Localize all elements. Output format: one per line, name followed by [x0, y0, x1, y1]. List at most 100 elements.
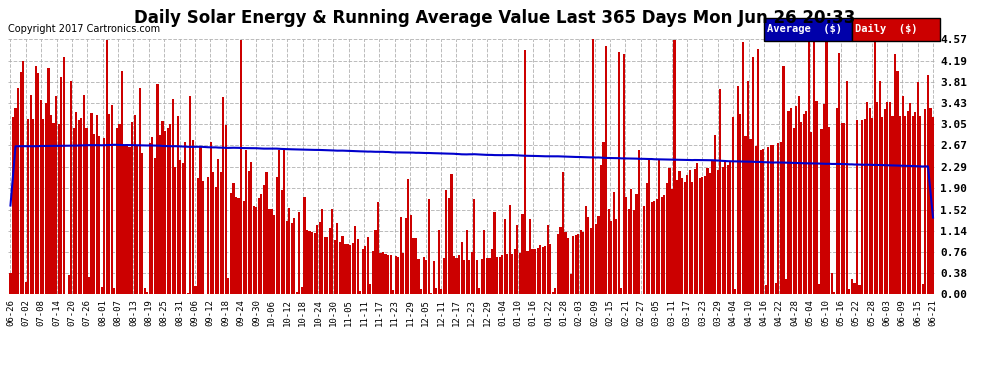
Bar: [930, 108, 932, 294]
Bar: [202, 181, 204, 294]
Bar: [436, 288, 438, 294]
Bar: [506, 254, 508, 294]
Bar: [907, 111, 909, 294]
Bar: [658, 160, 660, 294]
Bar: [156, 84, 158, 294]
Bar: [108, 114, 110, 294]
Bar: [735, 289, 737, 294]
Bar: [704, 176, 706, 294]
Bar: [280, 190, 283, 294]
Bar: [754, 147, 756, 294]
Bar: [151, 137, 153, 294]
Bar: [458, 255, 460, 294]
Bar: [564, 232, 566, 294]
Bar: [861, 120, 863, 294]
Bar: [286, 221, 288, 294]
Bar: [43, 119, 45, 294]
Bar: [663, 195, 665, 294]
Bar: [772, 145, 774, 294]
Bar: [374, 230, 376, 294]
Bar: [153, 158, 156, 294]
Bar: [48, 68, 50, 294]
Bar: [800, 122, 802, 294]
Bar: [25, 282, 27, 294]
Bar: [527, 251, 529, 294]
Bar: [746, 81, 749, 294]
Bar: [67, 275, 70, 294]
Bar: [428, 199, 430, 294]
Bar: [678, 171, 681, 294]
Bar: [230, 193, 232, 294]
Bar: [356, 239, 358, 294]
Bar: [443, 258, 445, 294]
Bar: [275, 177, 277, 294]
Bar: [136, 146, 139, 294]
Bar: [653, 201, 655, 294]
Bar: [389, 255, 392, 294]
Bar: [460, 242, 462, 294]
Bar: [113, 288, 116, 294]
Bar: [821, 129, 823, 294]
Bar: [387, 255, 389, 294]
Bar: [853, 283, 855, 294]
Bar: [27, 118, 30, 294]
Bar: [717, 170, 719, 294]
Bar: [780, 142, 782, 294]
Bar: [722, 167, 724, 294]
Bar: [395, 256, 397, 294]
Bar: [707, 168, 709, 294]
Bar: [441, 289, 443, 294]
Bar: [648, 158, 650, 294]
Bar: [265, 172, 267, 294]
Bar: [836, 108, 838, 294]
Bar: [676, 180, 678, 294]
Bar: [798, 96, 800, 294]
Bar: [501, 255, 503, 294]
Bar: [595, 224, 597, 294]
Bar: [912, 116, 914, 294]
Bar: [233, 183, 235, 294]
Bar: [866, 102, 868, 294]
Bar: [793, 128, 795, 294]
Bar: [402, 253, 404, 294]
Bar: [856, 120, 858, 294]
Bar: [262, 184, 265, 294]
Bar: [546, 225, 548, 294]
Bar: [326, 237, 329, 294]
Bar: [197, 178, 199, 294]
Bar: [50, 115, 52, 294]
Bar: [72, 128, 75, 294]
Bar: [446, 190, 447, 294]
Bar: [881, 117, 883, 294]
Text: Daily Solar Energy & Running Average Value Last 365 Days Mon Jun 26 20:33: Daily Solar Energy & Running Average Val…: [135, 9, 855, 27]
Bar: [420, 290, 422, 294]
Bar: [932, 117, 935, 294]
Bar: [397, 256, 399, 294]
Bar: [372, 252, 374, 294]
FancyBboxPatch shape: [852, 18, 940, 40]
Bar: [660, 197, 663, 294]
Bar: [694, 169, 696, 294]
Bar: [45, 103, 47, 294]
Bar: [737, 86, 739, 294]
Bar: [468, 260, 470, 294]
Bar: [759, 150, 761, 294]
Bar: [826, 40, 828, 294]
Bar: [337, 223, 339, 294]
Bar: [574, 236, 577, 294]
Bar: [62, 57, 64, 294]
Bar: [306, 230, 308, 294]
Bar: [268, 209, 270, 294]
Bar: [631, 189, 633, 294]
Bar: [57, 124, 59, 294]
Bar: [101, 286, 103, 294]
Bar: [488, 258, 491, 294]
Bar: [38, 73, 40, 294]
Bar: [686, 175, 688, 294]
Bar: [324, 237, 326, 294]
Bar: [189, 96, 191, 294]
Bar: [886, 102, 888, 294]
Bar: [78, 120, 80, 294]
Bar: [805, 111, 808, 294]
Bar: [142, 153, 144, 294]
